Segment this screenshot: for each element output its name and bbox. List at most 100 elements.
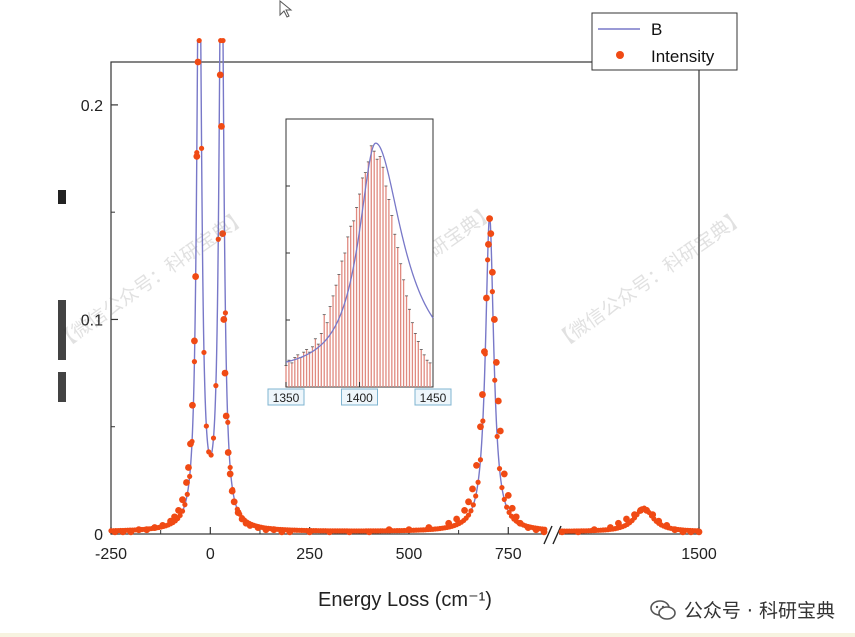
intensity-point <box>224 449 232 456</box>
intensity-point <box>187 473 193 480</box>
intensity-point <box>477 423 484 431</box>
inset-fit-curve <box>285 142 434 363</box>
y-tick-label: 0.1 <box>81 312 103 329</box>
intensity-point <box>221 369 229 377</box>
axis-break <box>543 525 562 545</box>
intensity-point <box>499 484 505 491</box>
intensity-point <box>232 499 238 505</box>
intensity-point <box>506 509 512 516</box>
x-tick-label: -250 <box>95 546 127 563</box>
legend-marker-intensity <box>616 51 624 59</box>
x-tick-label: 500 <box>396 546 423 563</box>
intensity-point <box>183 479 190 486</box>
intensity-point <box>482 351 488 357</box>
intensity-point <box>201 349 207 356</box>
intensity-point <box>485 257 491 263</box>
plot-frame <box>110 61 700 535</box>
x-tick-label: 0 <box>206 546 215 563</box>
intensity-point <box>475 479 481 485</box>
intensity-point <box>465 512 472 518</box>
intensity-point <box>492 358 500 366</box>
x-tick-label: 750 <box>495 546 522 563</box>
intensity-point <box>226 470 234 478</box>
intensity-point <box>468 508 474 514</box>
intensity-point <box>182 502 188 508</box>
x-tick-label: 1500 <box>681 546 717 563</box>
intensity-point <box>191 337 198 345</box>
intensity-point <box>222 412 230 420</box>
intensity-point <box>220 37 226 44</box>
intensity-point <box>227 464 233 471</box>
intensity-point <box>465 498 472 506</box>
bottom-strip <box>0 633 855 637</box>
intensity-point <box>194 150 200 156</box>
intensity-point <box>469 485 476 493</box>
inset-tick-label-box <box>267 388 305 406</box>
wechat-icon <box>650 599 676 620</box>
intensity-point <box>218 122 225 130</box>
intensity-point <box>470 502 476 508</box>
y-tick-label: 0 <box>94 527 103 544</box>
mouse-cursor-icon <box>279 0 293 18</box>
intensity-point <box>485 240 492 248</box>
intensity-point <box>473 493 479 499</box>
intensity-point <box>225 419 231 425</box>
intensity-point <box>461 507 468 514</box>
legend-label-b: B <box>651 20 662 39</box>
intensity-point <box>192 273 200 280</box>
intensity-point <box>496 427 504 435</box>
watermark-3: 【微信公众号：科研宝典】 <box>550 205 749 354</box>
intensity-point <box>189 438 195 445</box>
inset-tick-label-box <box>341 388 378 406</box>
intensity-point <box>453 515 461 523</box>
intensity-point <box>184 491 190 497</box>
legend-box <box>591 12 738 71</box>
intensity-point <box>194 58 202 66</box>
inset-x-tick-label: 1450 <box>420 391 447 405</box>
intensity-point <box>216 71 224 79</box>
intensity-point <box>213 383 219 389</box>
intensity-point <box>494 433 500 440</box>
watermark-1: 【微信公众号：科研宝典】 <box>52 205 251 354</box>
intensity-point <box>487 215 493 221</box>
intensity-point <box>694 528 700 534</box>
intensity-point <box>179 496 186 504</box>
legend-label-intensity: Intensity <box>651 47 715 66</box>
wechat-badge: 公众号 · 科研宝典 <box>650 596 835 623</box>
x-tick-label: 250 <box>296 546 323 563</box>
intensity-point <box>542 526 548 532</box>
intensity-point <box>501 496 507 502</box>
intensity-point <box>185 464 192 471</box>
intensity-point <box>191 359 198 365</box>
tick-layer: -250 0 250 500 750 1500 0 0.1 0.2 <box>81 98 717 563</box>
intensity-point <box>483 294 490 302</box>
wechat-badge-text: 公众号 · 科研宝典 <box>683 600 835 622</box>
intensity-point <box>504 491 512 499</box>
intensity-point <box>504 504 510 510</box>
intensity-point <box>479 391 486 398</box>
inset-x-tick-label: 1400 <box>346 391 373 405</box>
intensity-point <box>189 401 196 409</box>
intensity-point <box>496 466 503 472</box>
inset-ticks: 1350 1400 1450 <box>267 185 452 406</box>
intensity-point <box>196 37 202 44</box>
intensity-point <box>210 435 217 441</box>
intensity-point <box>198 145 205 151</box>
intensity-point <box>222 310 229 316</box>
y-axis-title-fragment <box>58 190 66 402</box>
intensity-point <box>488 268 496 276</box>
intensity-point <box>193 153 201 160</box>
intensity-point <box>220 316 228 323</box>
inset-tick-label-box <box>414 388 452 406</box>
legend: B Intensity <box>591 12 738 71</box>
inset-fit-line <box>285 142 434 363</box>
intensity-point <box>489 289 495 295</box>
intensity-point <box>234 506 240 512</box>
x-axis-title: Energy Loss (cm⁻¹) <box>318 589 492 611</box>
inset-x-tick-label: 1350 <box>273 391 300 405</box>
intensity-point <box>477 457 484 463</box>
intensity-point <box>219 230 227 238</box>
intensity-point <box>203 423 209 429</box>
intensity-point <box>508 504 516 512</box>
